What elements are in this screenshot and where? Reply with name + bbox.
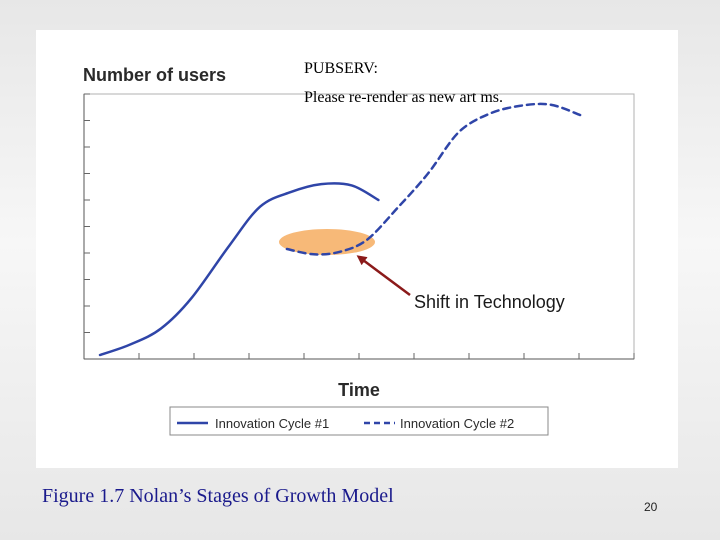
chart-panel: Number of users Time Shift in Technology… — [36, 30, 678, 468]
chart-svg: Number of users Time Shift in Technology… — [83, 65, 635, 436]
axes — [83, 93, 635, 360]
y-axis-label: Number of users — [83, 65, 226, 85]
axis-ticks — [84, 93, 635, 359]
legend-box — [169, 406, 549, 436]
plot-frame — [83, 93, 635, 360]
series-line-cycle-2 — [285, 102, 582, 256]
x-axis-label: Time — [338, 380, 380, 400]
editor-note-line-2: Please re-render as new art ms. — [304, 89, 504, 106]
legend: Innovation Cycle #1 Innovation Cycle #2 — [169, 406, 549, 436]
editor-note-line-1: PUBSERV: — [304, 60, 378, 77]
figure-caption: Figure 1.7 Nolan’s Stages of Growth Mode… — [42, 485, 394, 507]
annotation-shift-in-technology: Shift in Technology — [414, 292, 565, 312]
legend-label-cycle-2: Innovation Cycle #2 — [400, 416, 514, 431]
series-layer — [98, 102, 582, 357]
legend-label-cycle-1: Innovation Cycle #1 — [215, 416, 329, 431]
series-line-cycle-1 — [98, 182, 380, 357]
page-number: 20 — [644, 500, 658, 514]
annotation-arrow — [356, 255, 411, 297]
